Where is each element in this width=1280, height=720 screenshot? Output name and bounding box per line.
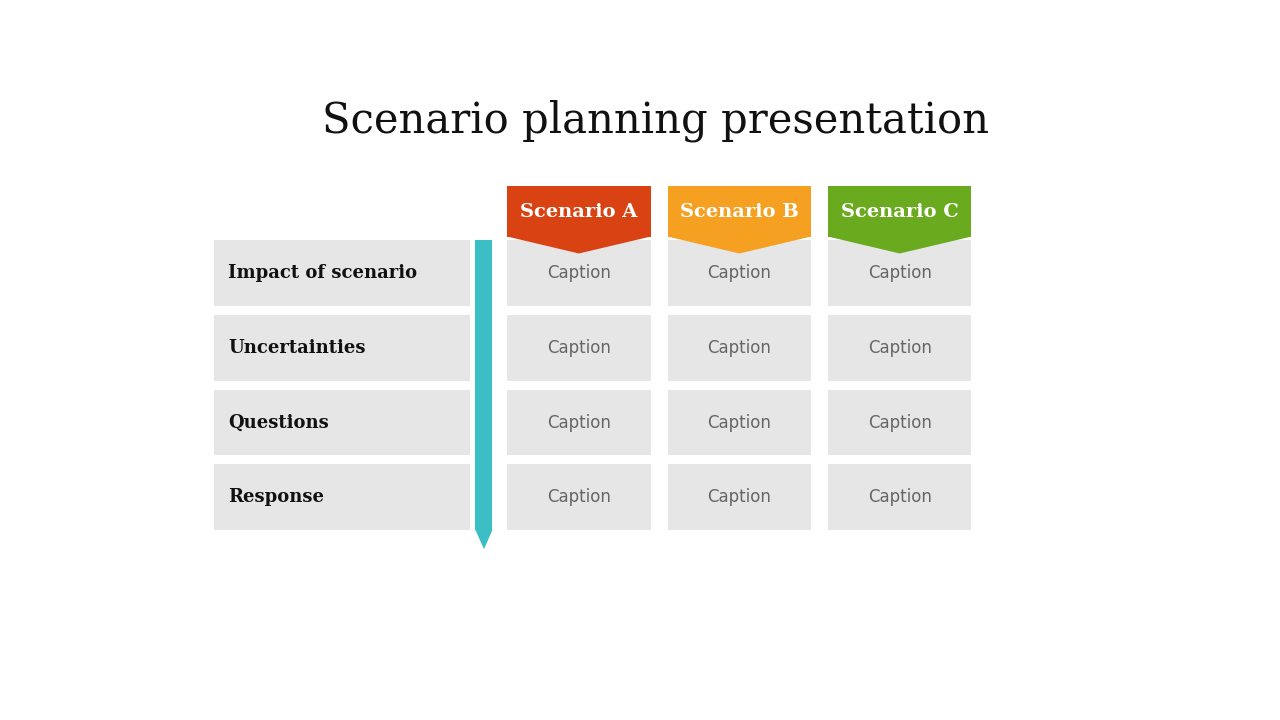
Text: Caption: Caption xyxy=(547,264,611,282)
Polygon shape xyxy=(668,237,812,253)
FancyBboxPatch shape xyxy=(828,464,972,530)
FancyBboxPatch shape xyxy=(668,240,812,306)
FancyBboxPatch shape xyxy=(828,240,972,306)
Text: Scenario B: Scenario B xyxy=(680,202,799,220)
Text: Caption: Caption xyxy=(708,488,772,506)
Text: Caption: Caption xyxy=(868,339,932,357)
FancyBboxPatch shape xyxy=(668,390,812,455)
FancyBboxPatch shape xyxy=(507,464,650,530)
Text: Scenario A: Scenario A xyxy=(520,202,637,220)
Text: Impact of scenario: Impact of scenario xyxy=(228,264,417,282)
FancyBboxPatch shape xyxy=(668,464,812,530)
Text: Caption: Caption xyxy=(868,488,932,506)
FancyBboxPatch shape xyxy=(214,240,470,306)
Text: Caption: Caption xyxy=(708,264,772,282)
Polygon shape xyxy=(828,237,972,253)
FancyBboxPatch shape xyxy=(507,186,650,237)
FancyBboxPatch shape xyxy=(507,315,650,381)
Text: Questions: Questions xyxy=(228,413,329,431)
FancyBboxPatch shape xyxy=(475,240,493,530)
Text: Caption: Caption xyxy=(868,264,932,282)
Text: Response: Response xyxy=(228,488,324,506)
Text: Caption: Caption xyxy=(708,339,772,357)
FancyBboxPatch shape xyxy=(214,315,470,381)
Text: Caption: Caption xyxy=(547,339,611,357)
Text: Caption: Caption xyxy=(547,413,611,431)
Polygon shape xyxy=(475,530,493,549)
FancyBboxPatch shape xyxy=(668,315,812,381)
FancyBboxPatch shape xyxy=(668,186,812,237)
FancyBboxPatch shape xyxy=(507,240,650,306)
FancyBboxPatch shape xyxy=(828,186,972,237)
FancyBboxPatch shape xyxy=(828,390,972,455)
Text: Caption: Caption xyxy=(708,413,772,431)
Text: Scenario C: Scenario C xyxy=(841,202,959,220)
FancyBboxPatch shape xyxy=(828,315,972,381)
Text: Uncertainties: Uncertainties xyxy=(228,339,366,357)
Text: Scenario planning presentation: Scenario planning presentation xyxy=(323,100,989,143)
Polygon shape xyxy=(507,237,650,253)
Text: Caption: Caption xyxy=(868,413,932,431)
FancyBboxPatch shape xyxy=(214,390,470,455)
FancyBboxPatch shape xyxy=(214,464,470,530)
FancyBboxPatch shape xyxy=(507,390,650,455)
Text: Caption: Caption xyxy=(547,488,611,506)
